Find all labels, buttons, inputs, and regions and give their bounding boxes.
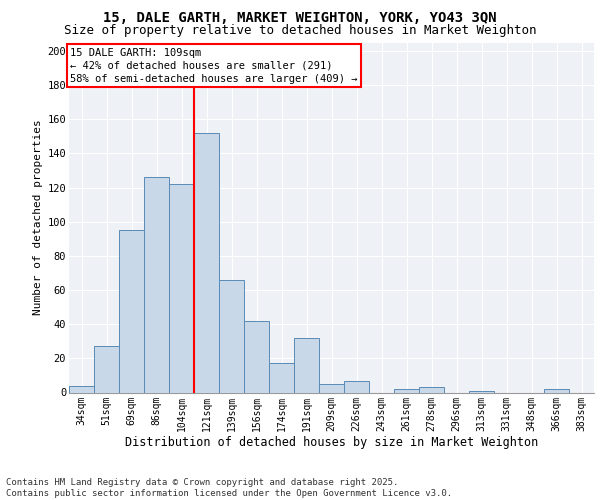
Bar	[244, 321, 269, 392]
Bar	[94, 346, 119, 393]
Bar	[319, 384, 344, 392]
Y-axis label: Number of detached properties: Number of detached properties	[34, 120, 43, 316]
Bar	[469, 391, 494, 392]
Bar	[144, 178, 169, 392]
Bar	[69, 386, 94, 392]
Bar	[119, 230, 144, 392]
Bar	[219, 280, 244, 392]
Bar	[294, 338, 319, 392]
Bar	[169, 184, 194, 392]
X-axis label: Distribution of detached houses by size in Market Weighton: Distribution of detached houses by size …	[125, 436, 538, 449]
Bar	[394, 389, 419, 392]
Bar	[544, 389, 569, 392]
Text: 15, DALE GARTH, MARKET WEIGHTON, YORK, YO43 3QN: 15, DALE GARTH, MARKET WEIGHTON, YORK, Y…	[103, 12, 497, 26]
Text: Size of property relative to detached houses in Market Weighton: Size of property relative to detached ho…	[64, 24, 536, 37]
Text: 15 DALE GARTH: 109sqm
← 42% of detached houses are smaller (291)
58% of semi-det: 15 DALE GARTH: 109sqm ← 42% of detached …	[70, 48, 358, 84]
Bar	[269, 364, 294, 392]
Bar	[419, 388, 444, 392]
Bar	[344, 380, 369, 392]
Text: Contains HM Land Registry data © Crown copyright and database right 2025.
Contai: Contains HM Land Registry data © Crown c…	[6, 478, 452, 498]
Bar	[194, 133, 219, 392]
